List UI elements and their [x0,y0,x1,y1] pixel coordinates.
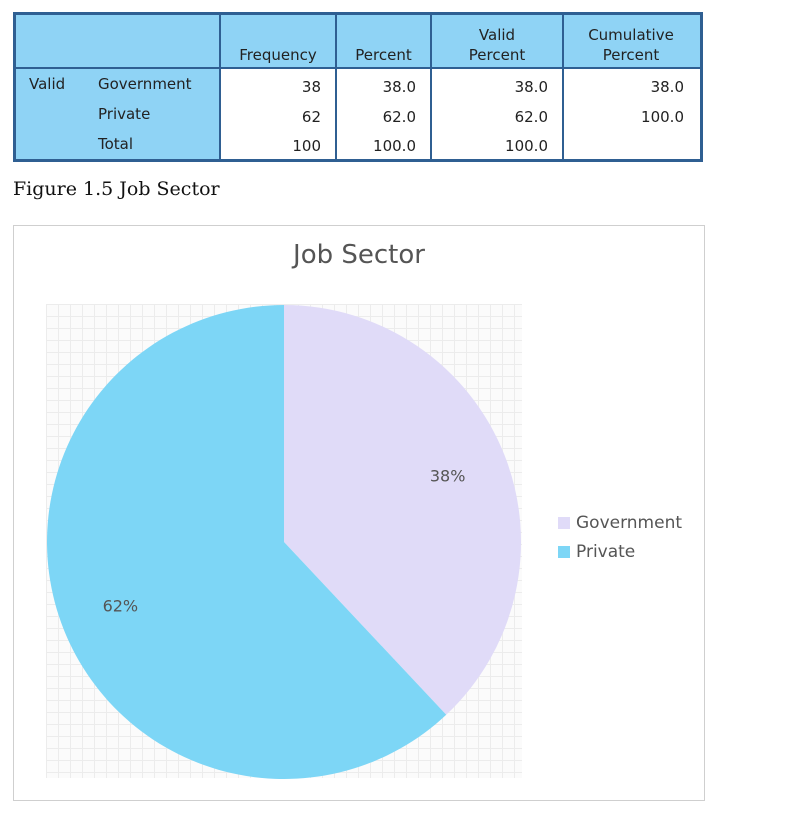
header-frequency: Frequency [239,46,317,64]
column-divider [219,15,221,159]
column-divider [562,15,564,159]
pie-slice-label: 38% [430,467,466,486]
header-percent: Percent [355,46,412,64]
table-cell: 62.0 [514,108,548,126]
table-cell: 38 [301,78,321,96]
legend-swatch [558,516,570,529]
frequency-table: Frequency Percent Valid Percent Cumulati… [13,12,703,162]
legend-swatch [558,545,570,558]
table-cell: 38.0 [650,78,684,96]
pie-slice-government [284,305,521,715]
table-cell: 62.0 [382,108,416,126]
chart-legend: Government Private [558,508,682,566]
row-label-government: Government [98,75,192,93]
table-cell: 100 [292,137,321,155]
legend-label: Government [576,512,683,533]
row-label-total: Total [98,135,134,153]
header-cumulative-percent: Cumulative Percent [588,26,674,64]
table-cell: 62 [301,108,321,126]
table-cell: 38.0 [514,78,548,96]
legend-label: Private [576,541,636,562]
table-cell: 100.0 [641,108,684,126]
chart-title: Job Sector [293,240,425,270]
legend-item-private: Private [558,537,682,566]
chart-container: Job Sector 38% 62% Government Private [13,225,705,801]
figure-caption: Figure 1.5 Job Sector [13,178,220,200]
column-divider [335,15,337,159]
row-label-private: Private [98,105,151,123]
table-cell: 100.0 [373,137,416,155]
header-valid-percent: Valid Percent [468,26,526,64]
table-cell: 38.0 [382,78,416,96]
pie-chart: 38% 62% [46,305,521,779]
table-cell: 100.0 [505,137,548,155]
pie-slice-private [46,305,447,779]
pie-slice-label: 62% [103,596,139,615]
table-cell [564,131,698,161]
column-divider [430,15,432,159]
table-row-stub [16,69,219,159]
table-header-row [16,15,700,69]
row-group-label: Valid [29,75,66,93]
legend-item-government: Government [558,508,682,537]
